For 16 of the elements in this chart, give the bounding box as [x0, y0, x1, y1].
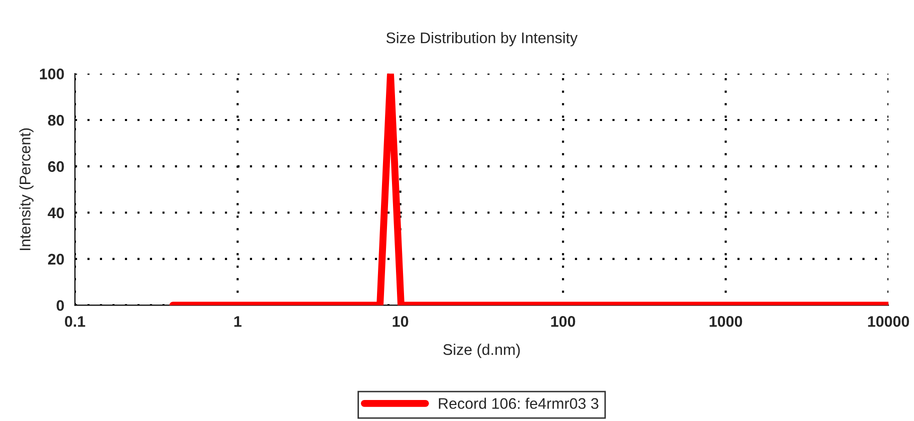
x-axis-title: Size (d.nm): [443, 344, 520, 358]
x-tick-label: 10: [392, 316, 408, 327]
y-tick-label: 20: [48, 254, 64, 265]
legend-label: Record 106: fe4rmr03 3: [438, 398, 598, 409]
x-tick-label: 100: [551, 316, 576, 327]
y-tick-label: 80: [48, 114, 64, 126]
x-tick-label: 10000: [868, 316, 910, 327]
x-tick-label: 1: [234, 316, 242, 327]
x-tick-label: 1000: [710, 316, 742, 327]
y-tick-label: 100: [40, 68, 64, 80]
y-tick-label: 0: [56, 300, 64, 311]
chart-title: Size Distribution by Intensity: [386, 32, 578, 46]
y-axis-title: Intensity (Percent): [19, 128, 34, 250]
y-tick-label: 40: [48, 207, 64, 218]
x-tick-label: 0.1: [64, 316, 86, 327]
y-tick-label: 60: [48, 161, 64, 172]
